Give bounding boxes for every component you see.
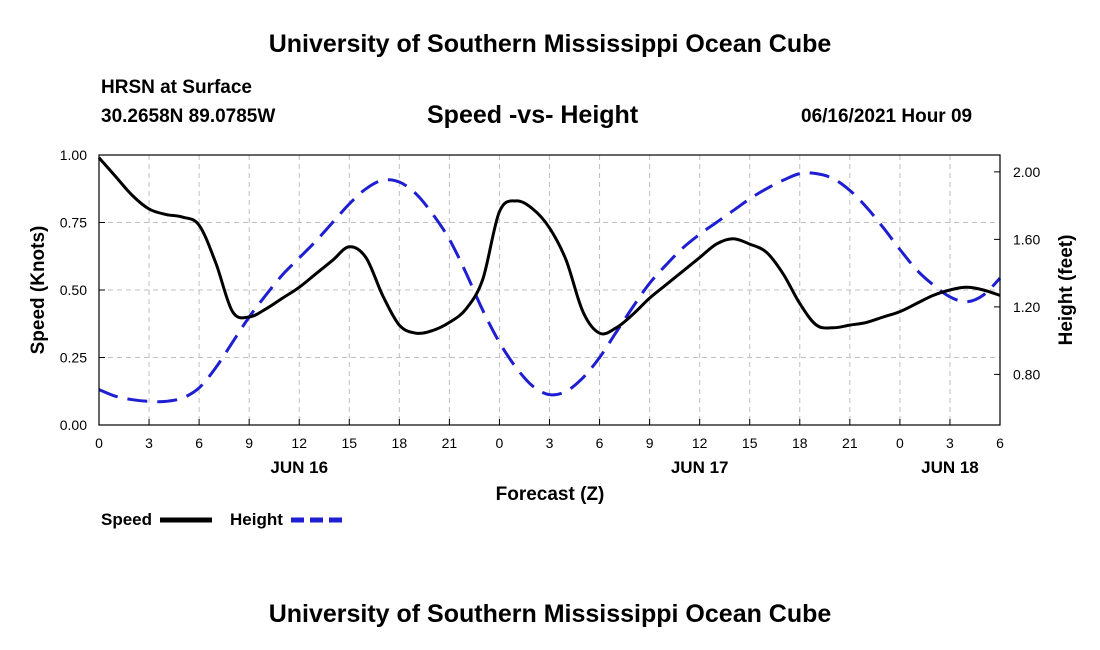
y-tick-label: 0.25 [60,350,87,366]
y-axis-label: Speed (Knots) [28,226,49,355]
x-tick-label: 0 [896,435,904,451]
height-series-line [98,171,1002,404]
x-axis-label: Forecast (Z) [496,484,605,505]
legend: Speed Height [101,510,343,529]
x-tick-label: 12 [692,435,708,451]
x-tick-label: 9 [646,435,654,451]
y2-tick-label: 1.20 [1013,299,1040,315]
y2-axis-label: Height (feet) [1056,235,1077,346]
y-tick-label: 1.00 [60,147,87,163]
x-tick-label: 15 [742,435,758,451]
y2-tick-label: 0.80 [1013,366,1040,382]
footer-title: University of Southern Mississippi Ocean… [268,600,832,628]
day-label: JUN 18 [921,458,979,477]
x-tick-label: 3 [145,435,153,451]
x-tick-label: 6 [996,435,1004,451]
station-label: HRSN at Surface [101,77,252,98]
y-tick-label: 0.75 [60,215,87,231]
y-tick-label: 0.50 [60,282,87,298]
grid [99,155,1000,425]
x-tick-label: 0 [496,435,504,451]
x-tick-label: 15 [341,435,357,451]
x-tick-label: 21 [442,435,458,451]
series-layer [97,156,1002,404]
y2-tick-label: 2.00 [1013,164,1040,180]
x-tick-label: 12 [291,435,307,451]
x-tick-label: 9 [245,435,253,451]
chart-title: Speed -vs- Height [427,101,639,129]
forecast-datetime: 06/16/2021 Hour 09 [801,106,973,127]
x-tick-label: 6 [195,435,203,451]
day-label: JUN 16 [270,458,328,477]
day-label: JUN 17 [671,458,729,477]
x-tick-label: 6 [596,435,604,451]
x-tick-label: 18 [392,435,408,451]
speed-series-line [97,156,1001,336]
x-tick-label: 3 [946,435,954,451]
x-tick-label: 18 [792,435,808,451]
legend-height-label: Height [230,510,283,529]
x-tick-label: 21 [842,435,858,451]
page-title: University of Southern Mississippi Ocean… [268,30,832,58]
station-coordinates: 30.2658N 89.0785W [101,106,276,127]
y-tick-label: 0.00 [60,417,87,433]
legend-speed-label: Speed [101,510,152,529]
axis-ticks: 0 3 6 9 12 15 18 21 0 3 6 9 12 15 18 21 0 3 6 0.00 0.25 0.50 0… [60,147,1041,477]
x-tick-label: 3 [546,435,554,451]
x-tick-label: 0 [95,435,103,451]
y2-tick-label: 1.60 [1013,231,1040,247]
